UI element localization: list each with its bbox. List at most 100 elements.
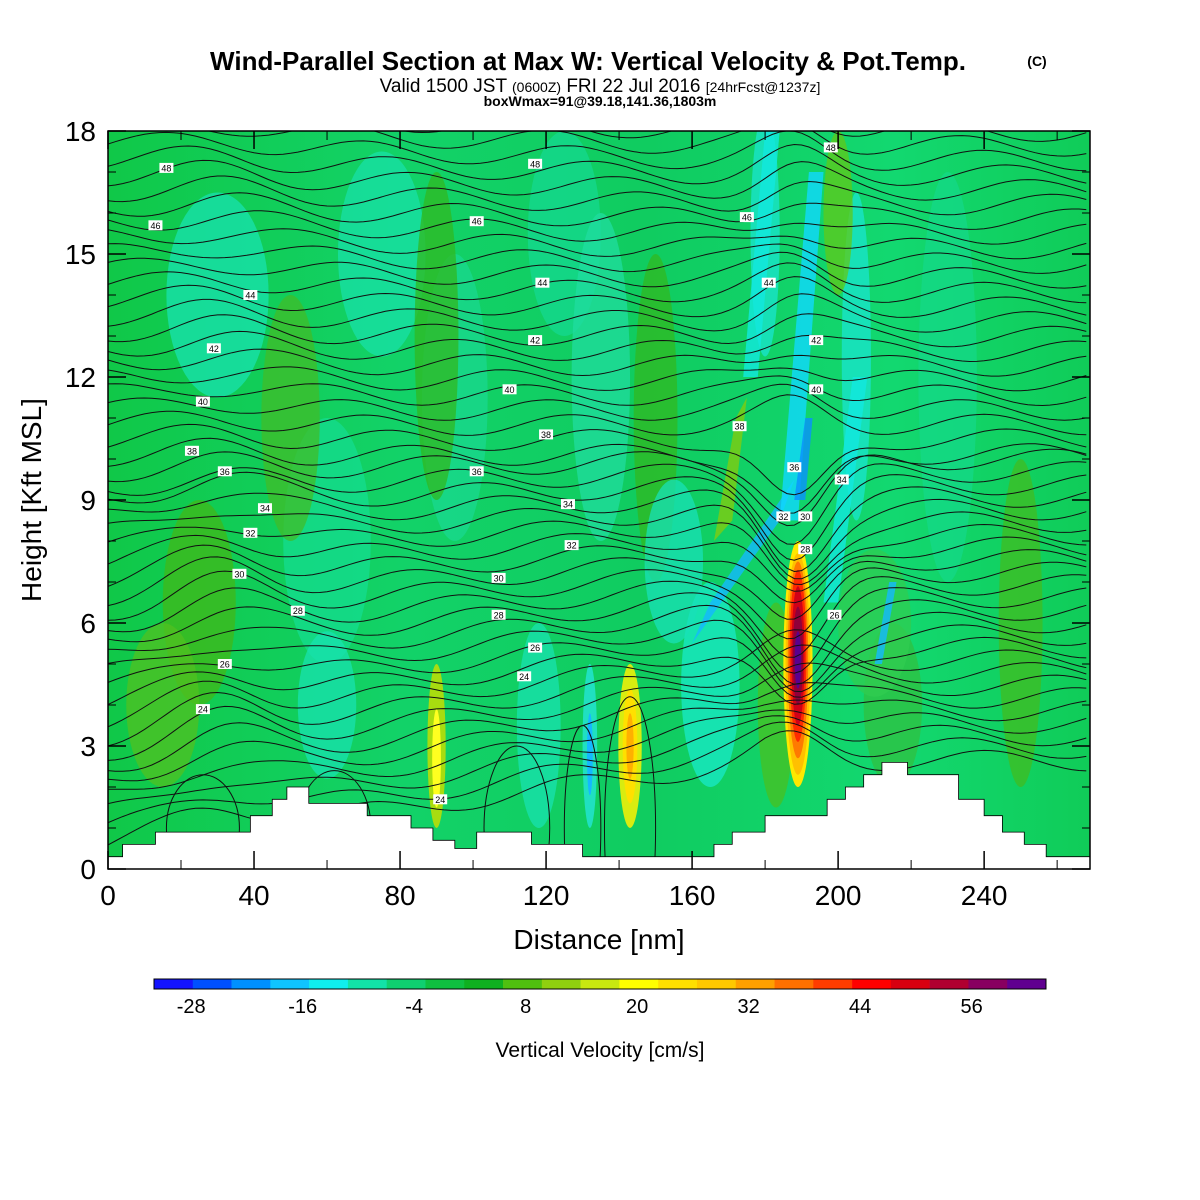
color-bar-tick-label: -16	[288, 996, 317, 1018]
contour-label: 44	[243, 290, 258, 301]
contour-labels: 48 48 48 46 46 46 44 44 44 42 42 42 40 40 40 38 38 38 36 36…	[148, 142, 849, 805]
svg-text:32: 32	[778, 512, 788, 522]
theta-contour	[108, 228, 1087, 260]
contour-label: 34	[257, 503, 272, 514]
color-bar-swatch	[503, 979, 543, 989]
theta-contour	[108, 251, 1087, 289]
field-band	[794, 418, 813, 500]
svg-text:26: 26	[829, 610, 839, 620]
x-axis-label: Distance [nm]	[513, 924, 684, 955]
contour-label: 38	[539, 429, 554, 440]
svg-text:34: 34	[260, 504, 270, 514]
contour-label: 36	[787, 462, 802, 473]
field-blob	[126, 623, 200, 787]
theta-contour	[108, 636, 1087, 705]
color-bar-tick-label: 56	[961, 996, 983, 1018]
theta-contour	[108, 662, 1087, 761]
theta-contour	[108, 511, 1087, 586]
x-tick-label: 120	[523, 880, 570, 911]
y-tick-label: 6	[80, 608, 96, 639]
field-blob	[823, 131, 853, 295]
svg-text:42: 42	[209, 344, 219, 354]
theta-contour	[108, 549, 1087, 620]
svg-text:24: 24	[198, 705, 208, 715]
contour-label: 40	[809, 384, 824, 395]
theta-contour	[108, 293, 1087, 333]
svg-text:38: 38	[541, 430, 551, 440]
theta-contour	[108, 313, 1087, 348]
theta-contour	[603, 696, 657, 869]
color-bar-tick-label: -28	[177, 996, 206, 1018]
y-tick-label: 0	[80, 854, 96, 885]
svg-text:48: 48	[161, 163, 171, 173]
theta-contour	[108, 175, 1087, 216]
svg-text:40: 40	[198, 397, 208, 407]
theta-contour	[108, 394, 1087, 436]
updraft-core	[794, 631, 802, 689]
theta-contour	[108, 682, 1087, 772]
color-bar-tick-label: 32	[738, 996, 760, 1018]
svg-text:30: 30	[494, 573, 504, 583]
contour-label: 24	[433, 794, 448, 805]
contour-label: 24	[195, 704, 210, 715]
color-bar-swatch	[464, 979, 504, 989]
theta-contour	[108, 587, 1087, 674]
contour-label: 48	[159, 162, 174, 173]
color-bar-swatch	[541, 979, 581, 989]
svg-text:48: 48	[530, 159, 540, 169]
theta-contour	[108, 644, 1087, 747]
x-axis: 0 40 80 120 160 200 240	[100, 131, 1058, 911]
field-band	[779, 172, 824, 521]
theta-contour	[108, 523, 1087, 592]
svg-text:40: 40	[505, 385, 515, 395]
theta-contour	[108, 383, 1087, 421]
svg-text:36: 36	[472, 467, 482, 477]
contour-label: 26	[217, 659, 232, 670]
field-blob	[681, 582, 740, 787]
chart-title: Wind-Parallel Section at Max W: Vertical…	[210, 46, 966, 76]
contour-label: 32	[564, 540, 579, 551]
svg-text:42: 42	[530, 336, 540, 346]
svg-text:34: 34	[563, 500, 573, 510]
theta-contour	[108, 366, 1087, 392]
field-blob	[261, 295, 320, 541]
svg-text:38: 38	[735, 422, 745, 432]
x-tick-label: 200	[815, 880, 862, 911]
color-bar-swatch	[580, 979, 620, 989]
theta-contour	[108, 574, 1087, 658]
theta-contour	[108, 330, 1087, 363]
contour-label: 48	[823, 142, 838, 153]
theta-contour	[108, 461, 1087, 545]
y-tick-label: 15	[65, 239, 96, 270]
contour-label: 32	[776, 511, 791, 522]
color-bar-swatch	[968, 979, 1008, 989]
x-tick-label: 80	[384, 880, 415, 911]
svg-text:36: 36	[789, 463, 799, 473]
field-band	[713, 397, 747, 541]
theta-contour	[108, 486, 1087, 573]
theta-contour	[108, 715, 1087, 805]
theta-contour	[108, 243, 1087, 274]
contour-label: 30	[491, 572, 506, 583]
contour-label: 46	[739, 212, 754, 223]
color-bar-swatch	[813, 979, 853, 989]
color-bar-swatch	[619, 979, 659, 989]
color-bar-swatch	[658, 979, 698, 989]
theta-contour	[108, 536, 1087, 604]
theta-contour	[108, 599, 1087, 685]
contour-label: 36	[469, 466, 484, 477]
svg-text:42: 42	[811, 336, 821, 346]
theta-contour	[108, 561, 1087, 640]
theta-contour	[108, 629, 1087, 728]
svg-text:34: 34	[837, 475, 847, 485]
field-band	[743, 131, 780, 377]
svg-text:38: 38	[187, 446, 197, 456]
y-tick-label: 9	[80, 485, 96, 516]
theta-contour	[108, 159, 1087, 201]
color-bar-tick-label: 8	[520, 996, 531, 1018]
field-blob	[918, 172, 977, 582]
x-tick-label: 240	[961, 880, 1008, 911]
theta-contour	[402, 131, 1087, 142]
field-blob	[571, 213, 631, 541]
